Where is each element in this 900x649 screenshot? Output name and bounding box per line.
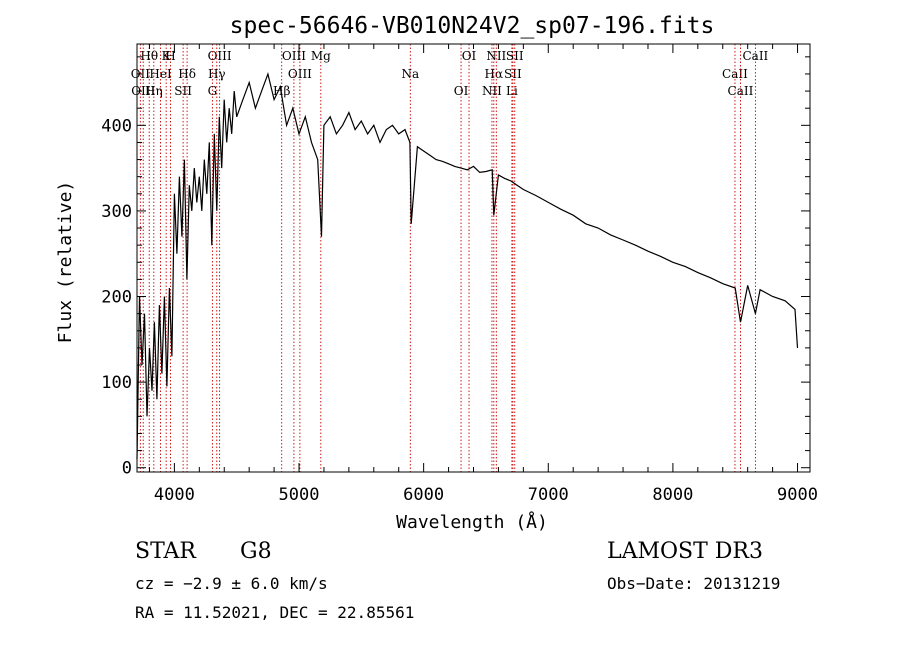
x-tick-label: 9000 <box>777 485 818 505</box>
axis-ticks: 4000 5000 6000 7000 8000 9000 0 100 200 300 400 <box>101 44 818 505</box>
y-tick-label: 400 <box>101 116 132 136</box>
plot-frame <box>136 43 811 473</box>
emission-line-label: OI <box>462 49 477 63</box>
emission-lines: HθOIIOIIIKHeIHηHHδSIIOIIIHγGOIIIOIIIHβMg… <box>131 44 769 472</box>
object-class: STAR <box>135 539 196 564</box>
flux-series-line <box>136 71 799 460</box>
obs-date: Obs−Date: 20131219 <box>607 574 781 593</box>
emission-line-label: H <box>165 49 175 63</box>
emission-line-label: OI <box>454 84 469 98</box>
y-tick-label: 200 <box>101 288 132 308</box>
emission-line-label: NII <box>482 84 502 98</box>
y-tick-label: 300 <box>101 202 132 222</box>
emission-line-label: SII <box>174 84 192 98</box>
emission-line-label: Hη <box>145 84 163 98</box>
emission-line-label: OIII <box>288 67 312 81</box>
emission-line-label: SII <box>506 49 524 63</box>
emission-line-label: CaII <box>728 84 754 98</box>
x-tick-label: 6000 <box>403 485 444 505</box>
emission-line-label: K <box>162 49 172 63</box>
y-axis-label: Flux (relative) <box>55 181 76 344</box>
emission-line-label: CaII <box>722 67 748 81</box>
x-tick-label: 8000 <box>652 485 693 505</box>
x-tick-label: 7000 <box>528 485 569 505</box>
emission-line-label: OIII <box>208 49 232 63</box>
emission-line-label: G <box>208 84 218 98</box>
chart-title: spec-56646-VB010N24V2_sp07-196.fits <box>230 13 715 39</box>
x-axis-label: Wavelength (Å) <box>396 511 548 533</box>
coordinates: RA = 11.52021, DEC = 22.85561 <box>135 603 415 622</box>
y-tick-label: 100 <box>101 373 132 393</box>
redshift-cz: cz = −2.9 ± 6.0 km/s <box>135 574 328 593</box>
emission-line-label: Hβ <box>273 84 290 98</box>
emission-line-label: Mg <box>311 49 331 63</box>
emission-line-label: Na <box>401 67 419 81</box>
emission-line-label: HeI <box>149 67 172 81</box>
x-tick-label: 5000 <box>279 485 320 505</box>
x-tick-label: 4000 <box>154 485 195 505</box>
emission-line-label: SII <box>504 67 522 81</box>
emission-line-label: CaII <box>742 49 768 63</box>
emission-line-label: Hα <box>485 67 504 81</box>
emission-line-label: NII <box>486 49 506 63</box>
emission-line-label: Li <box>506 84 518 98</box>
survey-name: LAMOST DR3 <box>607 539 763 564</box>
subclass: G8 <box>240 539 272 564</box>
emission-line-label: Hδ <box>178 67 196 81</box>
emission-line-label: OIII <box>282 49 306 63</box>
emission-line-label: Hγ <box>208 67 226 81</box>
y-tick-label: 0 <box>122 459 132 479</box>
